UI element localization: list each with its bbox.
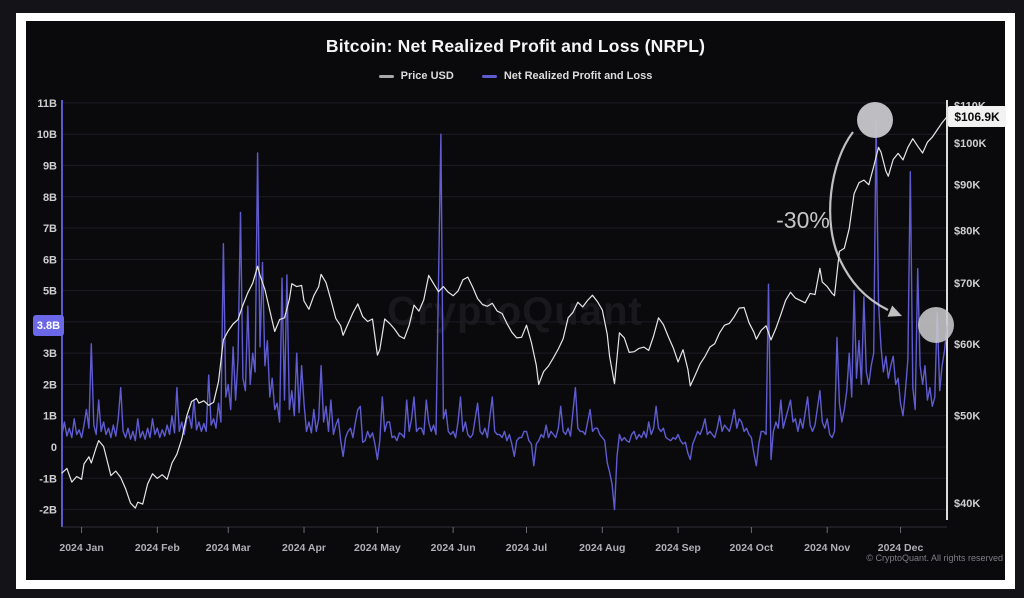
- chart-panel: [26, 21, 1005, 580]
- chart-legend: Price USD Net Realized Profit and Loss: [26, 70, 1005, 82]
- annotation-arrowhead-icon: [887, 305, 902, 317]
- annotation-circle-drop: [918, 307, 954, 343]
- nrpl-line: [61, 120, 948, 511]
- x-tick-label: 2024 Oct: [730, 542, 774, 554]
- y-left-label: 6B: [43, 254, 57, 266]
- current-nrpl-chip: 3.8B: [33, 315, 64, 336]
- x-tick-label: 2024 Mar: [206, 542, 251, 554]
- x-tick-label: 2024 May: [354, 542, 401, 554]
- y-left-label: 3B: [43, 348, 57, 360]
- y-right-label: $100K: [954, 138, 986, 150]
- x-tick-label: 2024 Jul: [506, 542, 548, 554]
- y-left-label: 11B: [37, 98, 57, 110]
- y-left-label: 7B: [43, 223, 57, 235]
- copyright-note: © CryptoQuant. All rights reserved: [866, 553, 1003, 563]
- watermark: CryptoQuant: [387, 289, 643, 334]
- annotation-circle-peak: [857, 102, 893, 138]
- legend-swatch-price-icon: [378, 74, 394, 78]
- price-line: [61, 116, 948, 509]
- legend-label-price: Price USD: [400, 70, 454, 82]
- y-left-label: 9B: [43, 160, 57, 172]
- y-right-label: $80K: [954, 226, 980, 238]
- y-right-label: $70K: [954, 278, 980, 290]
- legend-item-price[interactable]: Price USD: [378, 70, 454, 82]
- x-tick-label: 2024 Dec: [878, 542, 924, 554]
- y-left-label: -2B: [39, 505, 57, 517]
- y-left-label: 5B: [43, 286, 57, 298]
- annotation-pct-label: -30%: [776, 207, 830, 233]
- y-left-label: 8B: [43, 192, 57, 204]
- y-right-label: $90K: [954, 179, 980, 191]
- current-price-chip: $106.9K: [948, 106, 1006, 127]
- y-left-label: 2B: [43, 379, 57, 391]
- x-tick-label: 2024 Feb: [135, 542, 180, 554]
- y-right-label: $60K: [954, 339, 980, 351]
- x-tick-label: 2024 Jun: [431, 542, 476, 554]
- legend-item-nrpl[interactable]: Net Realized Profit and Loss: [481, 70, 653, 82]
- page-title: Bitcoin: Net Realized Profit and Loss (N…: [325, 36, 706, 56]
- y-left-label: 0: [51, 442, 57, 454]
- y-left-label: -1B: [39, 473, 57, 485]
- y-left-label: 10B: [37, 129, 57, 141]
- y-left-label: 1B: [43, 411, 57, 423]
- annotation-arrow: [829, 131, 889, 311]
- x-tick-label: 2024 Apr: [282, 542, 326, 554]
- legend-label-nrpl: Net Realized Profit and Loss: [503, 70, 653, 82]
- x-tick-label: 2024 Sep: [655, 542, 701, 554]
- legend-swatch-nrpl-icon: [481, 74, 497, 78]
- x-tick-label: 2024 Aug: [579, 542, 625, 554]
- x-tick-label: 2024 Jan: [59, 542, 103, 554]
- y-right-label: $50K: [954, 410, 980, 422]
- x-tick-label: 2024 Nov: [804, 542, 850, 554]
- y-right-label: $40K: [954, 498, 980, 510]
